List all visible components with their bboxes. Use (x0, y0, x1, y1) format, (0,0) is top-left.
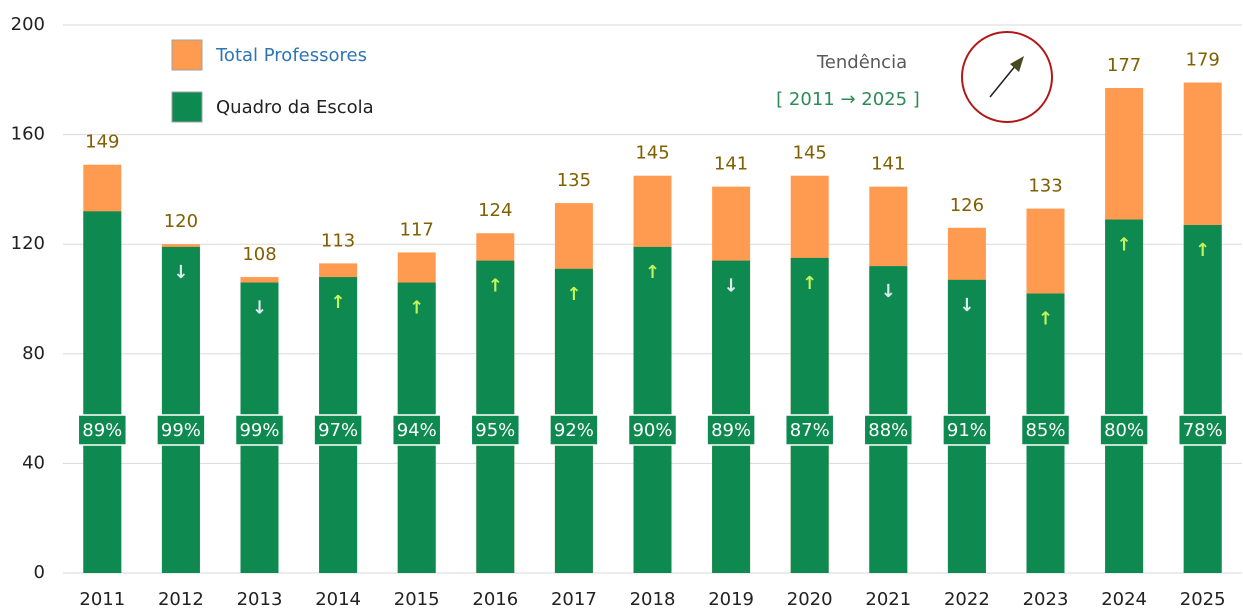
x-tick-label: 2019 (708, 589, 754, 610)
percent-label: 78% (1183, 420, 1223, 441)
percent-label: 92% (554, 420, 594, 441)
trend-arrowhead (1010, 56, 1024, 72)
x-tick-label: 2020 (787, 589, 833, 610)
y-tick-label: 0 (34, 562, 45, 583)
x-tick-label: 2015 (394, 589, 440, 610)
trend-arrow: ↑ (1038, 309, 1053, 330)
data-label: 108 (242, 244, 276, 265)
data-label: 133 (1028, 176, 1062, 197)
data-label: 145 (793, 143, 827, 164)
x-tick-label: 2023 (1023, 589, 1069, 610)
data-label: 117 (400, 219, 434, 240)
percent-box (234, 414, 285, 446)
percent-box (470, 414, 521, 446)
percent-box (391, 414, 442, 446)
data-label: 141 (871, 154, 905, 175)
bar (1183, 225, 1222, 573)
x-tick-label: 2025 (1180, 589, 1226, 610)
percent-box (863, 414, 914, 446)
y-tick-label: 40 (22, 452, 45, 473)
trend-arrow: ↓ (252, 298, 267, 319)
x-tick-label: 2013 (237, 589, 283, 610)
trend-arrow: ↑ (488, 276, 503, 297)
trend-arrow: ↑ (802, 273, 817, 294)
x-tick-label: 2024 (1101, 589, 1147, 610)
data-label: 149 (85, 132, 119, 153)
trend-arrow: ↓ (724, 276, 739, 297)
percent-box (1099, 414, 1149, 446)
percent-box (77, 414, 128, 446)
percent-label: 85% (1025, 420, 1065, 441)
percent-box (549, 414, 599, 446)
bar (83, 211, 122, 573)
percent-label: 99% (239, 420, 279, 441)
percent-label: 89% (711, 420, 751, 441)
x-tick-label: 2021 (865, 589, 911, 610)
data-label: 113 (321, 230, 355, 251)
bar (1105, 219, 1144, 574)
trend-arrow: ↑ (645, 262, 660, 283)
percent-label: 89% (82, 420, 122, 441)
percent-label: 90% (632, 420, 672, 441)
trend-circle (961, 31, 1053, 123)
percent-label: 95% (475, 420, 515, 441)
data-label: 124 (478, 200, 512, 221)
x-tick-label: 2018 (630, 589, 676, 610)
percent-label: 88% (868, 420, 908, 441)
percent-box (706, 414, 756, 446)
data-label: 179 (1186, 50, 1220, 71)
trend-arrow: ↑ (1117, 235, 1132, 256)
y-tick-label: 160 (11, 124, 45, 145)
bar (161, 246, 200, 573)
trend-arrow: ↓ (173, 262, 188, 283)
percent-box (156, 414, 206, 446)
legend-swatch (171, 91, 203, 123)
legend-swatch (171, 39, 203, 71)
x-tick-label: 2011 (79, 589, 125, 610)
trend-arrow: ↑ (566, 284, 581, 305)
percent-box (1177, 414, 1228, 446)
y-tick-label: 200 (11, 14, 45, 35)
trend-arrow: ↓ (881, 281, 896, 302)
percent-label: 94% (397, 420, 437, 441)
legend-label: Total Professores (215, 45, 367, 66)
x-tick-label: 2017 (551, 589, 597, 610)
trend-arrow: ↑ (1195, 240, 1210, 261)
annotation: [ 2011 → 2025 ] (776, 89, 920, 110)
trend-arrow: ↓ (959, 295, 974, 316)
x-tick-label: 2022 (944, 589, 990, 610)
percent-box (784, 414, 835, 446)
trend-arrow (989, 64, 1017, 98)
percent-label: 97% (318, 420, 358, 441)
data-label: 120 (164, 211, 198, 232)
percent-label: 80% (1104, 420, 1144, 441)
data-label: 135 (557, 170, 591, 191)
legend-label: Quadro da Escola (216, 97, 374, 118)
percent-box (1020, 414, 1071, 446)
data-label: 145 (635, 143, 669, 164)
percent-label: 87% (790, 420, 830, 441)
x-tick-label: 2016 (472, 589, 518, 610)
x-tick-label: 2012 (158, 589, 204, 610)
trend-arrow: ↑ (409, 298, 424, 319)
percent-box (627, 414, 678, 446)
percent-label: 99% (161, 420, 201, 441)
y-tick-label: 80 (22, 343, 45, 364)
percent-label: 91% (947, 420, 987, 441)
trend-arrow: ↑ (331, 292, 346, 313)
percent-box (313, 414, 363, 446)
percent-box (942, 414, 992, 446)
data-label: 126 (950, 195, 984, 216)
data-label: 141 (714, 154, 748, 175)
annotation: Tendência (816, 52, 907, 73)
y-tick-label: 120 (11, 233, 45, 254)
x-tick-label: 2014 (315, 589, 361, 610)
data-label: 177 (1107, 55, 1141, 76)
bar (633, 246, 672, 573)
